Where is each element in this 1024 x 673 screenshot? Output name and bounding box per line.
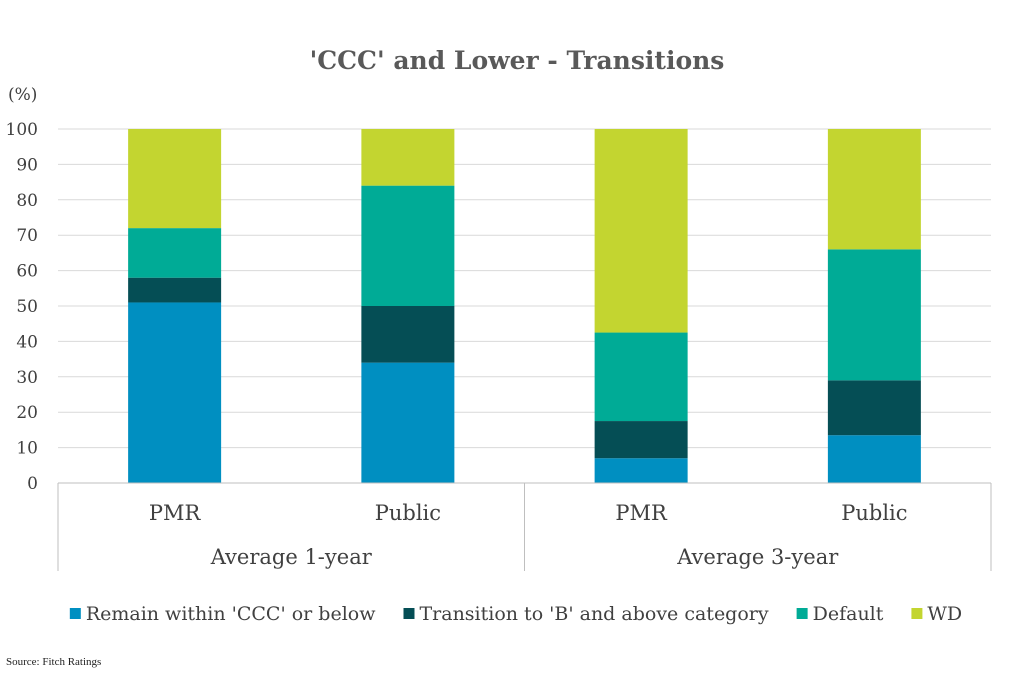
legend-label: Remain within 'CCC' or below xyxy=(86,603,376,625)
bar-segment xyxy=(594,458,688,483)
y-tick-label: 0 xyxy=(27,474,38,494)
legend-label: Transition to 'B' and above category xyxy=(419,603,768,625)
bar-segment xyxy=(827,435,921,483)
y-tick-label: 100 xyxy=(6,120,38,140)
y-axis-ticks: 0 10 20 30 40 50 60 70 80 90 100 xyxy=(6,120,38,494)
legend-swatch xyxy=(69,608,81,619)
source-note: Source: Fitch Ratings xyxy=(6,656,102,668)
category-label: PMR xyxy=(149,501,202,525)
y-axis-label: (%) xyxy=(8,85,37,105)
bar-segment xyxy=(128,277,222,303)
chart-title: 'CCC' and Lower - Transitions xyxy=(310,46,725,75)
legend-swatch xyxy=(911,608,923,619)
bar-segment xyxy=(361,129,455,186)
y-tick-label: 10 xyxy=(16,439,38,459)
legend-label: WD xyxy=(927,603,962,625)
bars xyxy=(128,129,921,483)
bar-segment xyxy=(827,380,921,436)
bar-segment xyxy=(827,249,921,381)
y-tick-label: 60 xyxy=(16,262,38,282)
y-tick-label: 50 xyxy=(16,297,38,317)
bar-segment xyxy=(361,185,455,306)
y-tick-label: 70 xyxy=(16,226,38,246)
category-label: PMR xyxy=(615,501,668,525)
bar-segment xyxy=(361,306,455,363)
bar-segment xyxy=(128,129,222,229)
group-label: Average 3-year xyxy=(676,545,839,569)
y-tick-label: 40 xyxy=(16,332,38,352)
group-label: Average 1-year xyxy=(210,545,373,569)
y-tick-label: 90 xyxy=(16,155,38,175)
bar-segment xyxy=(128,302,222,483)
bar-segment xyxy=(594,421,688,459)
legend-label: Default xyxy=(813,603,884,625)
legend-swatch xyxy=(403,608,415,619)
y-tick-label: 80 xyxy=(16,191,38,211)
legend-swatch xyxy=(796,608,808,619)
category-label: Public xyxy=(375,501,441,525)
bar-segment xyxy=(594,129,688,333)
bar-segment xyxy=(827,129,921,250)
bar-segment xyxy=(128,228,222,278)
legend: Remain within 'CCC' or below Transition t… xyxy=(69,603,962,625)
y-tick-label: 30 xyxy=(16,368,38,388)
category-label: Public xyxy=(841,501,907,525)
bar-segment xyxy=(594,332,688,422)
y-tick-label: 20 xyxy=(16,403,38,423)
bar-segment xyxy=(361,362,455,483)
